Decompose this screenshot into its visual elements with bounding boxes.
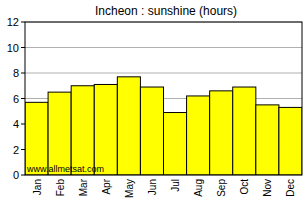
tick-label: 8 [13, 67, 19, 79]
bar [140, 87, 163, 175]
tick-mark [21, 149, 25, 150]
tick-mark [21, 47, 25, 48]
bar [71, 86, 94, 175]
title: Incheon : sunshine (hours) [95, 4, 237, 18]
category-label: Sep [216, 179, 227, 197]
category-label: Jun [147, 179, 158, 195]
bar [210, 91, 233, 175]
bar [117, 77, 140, 175]
grid-line [25, 47, 302, 48]
category-label: Apr [101, 178, 112, 194]
category-label: Jul [170, 179, 181, 192]
bar [164, 113, 187, 175]
tick-label: 6 [13, 93, 19, 105]
plot-area [25, 22, 302, 175]
category-label: May [124, 179, 135, 198]
category-label: Dec [285, 179, 296, 197]
tick-label: 2 [13, 144, 19, 156]
category-label: Nov [262, 179, 273, 197]
bar [187, 96, 210, 175]
tick-label: 4 [13, 118, 19, 130]
bars [25, 77, 302, 175]
tick-mark [21, 124, 25, 125]
category-label: Jan [32, 179, 43, 195]
bar [279, 107, 302, 175]
tick-mark [21, 175, 25, 176]
plot-frame [25, 22, 302, 175]
tick-mark [21, 98, 25, 99]
category-label: Oct [239, 179, 250, 195]
tick-mark [21, 73, 25, 74]
grid-line [25, 73, 302, 74]
category-label: Mar [78, 178, 89, 196]
category-label: Feb [55, 179, 66, 197]
annotation: www.allmetsat.com [26, 164, 104, 174]
tick-mark [21, 22, 25, 23]
bar [256, 105, 279, 175]
bar [94, 84, 117, 175]
tick-label: 10 [7, 42, 19, 54]
bar [48, 92, 71, 175]
bar [233, 87, 256, 175]
tick-label: 0 [13, 169, 19, 181]
chart: 0 2 4 6 8 10 12 Jan Feb Mar Apr May Jun Jul Aug Sep Oct N… [0, 0, 306, 200]
tick-label: 12 [7, 16, 19, 28]
category-label: Aug [193, 179, 204, 197]
